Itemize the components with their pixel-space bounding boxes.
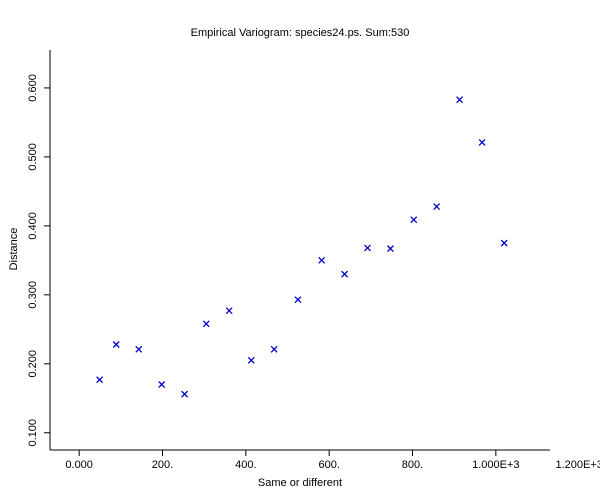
y-tick-label: 0.500 xyxy=(27,143,39,171)
x-tick-label: 400. xyxy=(235,459,256,471)
data-point-x-marker xyxy=(158,381,166,388)
data-point-x-marker xyxy=(112,341,120,348)
y-tick-label: 0.300 xyxy=(27,281,39,309)
data-point-x-marker xyxy=(135,345,143,353)
data-point-x-marker xyxy=(456,96,464,104)
x-axis-ticks: 0.000 200. 400. 600. 800. 1.000E+3 1.200E+3 xyxy=(65,450,600,471)
chart-title: Empirical Variogram: species24.ps. Sum:5… xyxy=(191,27,410,39)
y-axis-label: Distance xyxy=(8,228,20,271)
x-tick-label: 600. xyxy=(318,459,339,471)
y-tick-label: 0.400 xyxy=(27,212,39,240)
x-tick-label: 1.200E+3 xyxy=(555,459,600,471)
data-points xyxy=(96,96,508,398)
y-tick-label: 0.600 xyxy=(27,74,39,102)
data-point-x-marker xyxy=(364,244,371,252)
data-point-x-marker xyxy=(181,390,189,398)
data-point-x-marker xyxy=(294,296,302,304)
x-tick-label: 800. xyxy=(402,459,423,471)
data-point-x-marker xyxy=(410,216,418,224)
data-point-x-marker xyxy=(478,138,486,146)
data-point-x-marker xyxy=(270,345,278,353)
y-axis-ticks: 0.100 0.200 0.300 0.400 0.500 0.600 xyxy=(27,74,50,447)
data-point-x-marker xyxy=(341,270,349,278)
data-point-x-marker xyxy=(500,239,508,247)
y-tick-label: 0.200 xyxy=(27,350,39,378)
data-point-x-marker xyxy=(202,320,210,328)
data-point-x-marker xyxy=(96,376,104,384)
data-point-x-marker xyxy=(433,203,441,211)
data-point-x-marker xyxy=(318,256,326,264)
x-axis-label: Same or different xyxy=(258,477,342,489)
x-tick-label: 1.000E+3 xyxy=(472,459,519,471)
data-point-x-marker xyxy=(247,356,255,364)
plot-axes xyxy=(49,50,550,451)
y-tick-label: 0.100 xyxy=(27,419,39,447)
data-point-x-marker xyxy=(386,245,394,253)
data-point-x-marker xyxy=(225,307,233,315)
x-tick-label: 0.000 xyxy=(65,459,93,471)
x-tick-label: 200. xyxy=(152,459,173,471)
